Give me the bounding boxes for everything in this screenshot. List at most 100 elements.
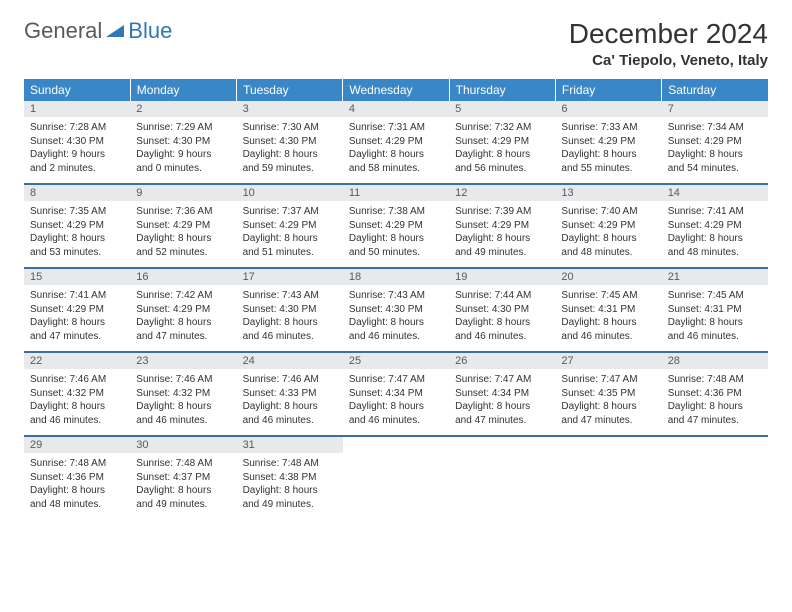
sunrise-text: Sunrise: 7:48 AM (30, 457, 124, 471)
day-body: Sunrise: 7:48 AMSunset: 4:36 PMDaylight:… (662, 369, 768, 435)
sunset-text: Sunset: 4:31 PM (561, 303, 655, 317)
day-cell: 13Sunrise: 7:40 AMSunset: 4:29 PMDayligh… (555, 184, 661, 268)
day-cell: 26Sunrise: 7:47 AMSunset: 4:34 PMDayligh… (449, 352, 555, 436)
sunset-text: Sunset: 4:30 PM (136, 135, 230, 149)
daylight-text: Daylight: 8 hours and 48 minutes. (668, 232, 762, 259)
day-body: Sunrise: 7:40 AMSunset: 4:29 PMDaylight:… (555, 201, 661, 267)
daylight-text: Daylight: 8 hours and 50 minutes. (349, 232, 443, 259)
daylight-text: Daylight: 8 hours and 59 minutes. (243, 148, 337, 175)
day-number: 14 (662, 185, 768, 201)
day-number: 11 (343, 185, 449, 201)
sunrise-text: Sunrise: 7:48 AM (243, 457, 337, 471)
location: Ca' Tiepolo, Veneto, Italy (569, 52, 768, 69)
day-number: 31 (237, 437, 343, 453)
day-body: Sunrise: 7:47 AMSunset: 4:34 PMDaylight:… (449, 369, 555, 435)
daylight-text: Daylight: 8 hours and 46 minutes. (349, 400, 443, 427)
day-body: Sunrise: 7:41 AMSunset: 4:29 PMDaylight:… (662, 201, 768, 267)
title-block: December 2024 Ca' Tiepolo, Veneto, Italy (569, 18, 768, 69)
day-number: 7 (662, 101, 768, 117)
day-body: Sunrise: 7:48 AMSunset: 4:38 PMDaylight:… (237, 453, 343, 519)
week-row: 22Sunrise: 7:46 AMSunset: 4:32 PMDayligh… (24, 352, 768, 436)
day-number: 13 (555, 185, 661, 201)
sunset-text: Sunset: 4:29 PM (668, 219, 762, 233)
sunrise-text: Sunrise: 7:32 AM (455, 121, 549, 135)
day-cell: 21Sunrise: 7:45 AMSunset: 4:31 PMDayligh… (662, 268, 768, 352)
daylight-text: Daylight: 8 hours and 46 minutes. (243, 316, 337, 343)
daylight-text: Daylight: 8 hours and 47 minutes. (561, 400, 655, 427)
sunrise-text: Sunrise: 7:40 AM (561, 205, 655, 219)
day-body: Sunrise: 7:34 AMSunset: 4:29 PMDaylight:… (662, 117, 768, 183)
sunrise-text: Sunrise: 7:33 AM (561, 121, 655, 135)
sunset-text: Sunset: 4:37 PM (136, 471, 230, 485)
sunrise-text: Sunrise: 7:35 AM (30, 205, 124, 219)
day-cell: 12Sunrise: 7:39 AMSunset: 4:29 PMDayligh… (449, 184, 555, 268)
day-body: Sunrise: 7:32 AMSunset: 4:29 PMDaylight:… (449, 117, 555, 183)
day-number: 9 (130, 185, 236, 201)
sunset-text: Sunset: 4:29 PM (668, 135, 762, 149)
day-cell: 1Sunrise: 7:28 AMSunset: 4:30 PMDaylight… (24, 101, 130, 184)
day-cell: 8Sunrise: 7:35 AMSunset: 4:29 PMDaylight… (24, 184, 130, 268)
daylight-text: Daylight: 8 hours and 47 minutes. (136, 316, 230, 343)
day-cell: 31Sunrise: 7:48 AMSunset: 4:38 PMDayligh… (237, 436, 343, 519)
calendar-table: Sunday Monday Tuesday Wednesday Thursday… (24, 79, 768, 519)
daylight-text: Daylight: 8 hours and 46 minutes. (136, 400, 230, 427)
daylight-text: Daylight: 8 hours and 51 minutes. (243, 232, 337, 259)
sunrise-text: Sunrise: 7:47 AM (561, 373, 655, 387)
day-body: Sunrise: 7:45 AMSunset: 4:31 PMDaylight:… (555, 285, 661, 351)
sunset-text: Sunset: 4:32 PM (30, 387, 124, 401)
day-body: Sunrise: 7:48 AMSunset: 4:37 PMDaylight:… (130, 453, 236, 519)
sunrise-text: Sunrise: 7:46 AM (30, 373, 124, 387)
sunset-text: Sunset: 4:34 PM (455, 387, 549, 401)
logo-text-1: General (24, 18, 102, 44)
logo-text-2: Blue (128, 18, 172, 44)
daylight-text: Daylight: 8 hours and 49 minutes. (136, 484, 230, 511)
logo-triangle-icon (106, 23, 124, 39)
day-cell: 15Sunrise: 7:41 AMSunset: 4:29 PMDayligh… (24, 268, 130, 352)
sunset-text: Sunset: 4:32 PM (136, 387, 230, 401)
weekday-header: Saturday (662, 79, 768, 101)
sunset-text: Sunset: 4:29 PM (30, 219, 124, 233)
daylight-text: Daylight: 8 hours and 48 minutes. (30, 484, 124, 511)
sunset-text: Sunset: 4:29 PM (136, 303, 230, 317)
day-number: 26 (449, 353, 555, 369)
day-cell: 24Sunrise: 7:46 AMSunset: 4:33 PMDayligh… (237, 352, 343, 436)
sunrise-text: Sunrise: 7:48 AM (136, 457, 230, 471)
day-number: 27 (555, 353, 661, 369)
day-body: Sunrise: 7:45 AMSunset: 4:31 PMDaylight:… (662, 285, 768, 351)
sunset-text: Sunset: 4:29 PM (136, 219, 230, 233)
day-body: Sunrise: 7:47 AMSunset: 4:34 PMDaylight:… (343, 369, 449, 435)
day-cell: 9Sunrise: 7:36 AMSunset: 4:29 PMDaylight… (130, 184, 236, 268)
daylight-text: Daylight: 8 hours and 46 minutes. (561, 316, 655, 343)
day-number: 23 (130, 353, 236, 369)
day-cell: 17Sunrise: 7:43 AMSunset: 4:30 PMDayligh… (237, 268, 343, 352)
day-body: Sunrise: 7:38 AMSunset: 4:29 PMDaylight:… (343, 201, 449, 267)
sunrise-text: Sunrise: 7:46 AM (243, 373, 337, 387)
day-number: 1 (24, 101, 130, 117)
day-cell (343, 436, 449, 519)
day-body: Sunrise: 7:39 AMSunset: 4:29 PMDaylight:… (449, 201, 555, 267)
sunset-text: Sunset: 4:36 PM (30, 471, 124, 485)
day-body: Sunrise: 7:28 AMSunset: 4:30 PMDaylight:… (24, 117, 130, 183)
day-number: 29 (24, 437, 130, 453)
sunset-text: Sunset: 4:38 PM (243, 471, 337, 485)
sunset-text: Sunset: 4:36 PM (668, 387, 762, 401)
day-body: Sunrise: 7:30 AMSunset: 4:30 PMDaylight:… (237, 117, 343, 183)
day-cell: 16Sunrise: 7:42 AMSunset: 4:29 PMDayligh… (130, 268, 236, 352)
daylight-text: Daylight: 8 hours and 49 minutes. (455, 232, 549, 259)
day-body: Sunrise: 7:43 AMSunset: 4:30 PMDaylight:… (343, 285, 449, 351)
day-cell: 19Sunrise: 7:44 AMSunset: 4:30 PMDayligh… (449, 268, 555, 352)
sunset-text: Sunset: 4:30 PM (243, 303, 337, 317)
sunset-text: Sunset: 4:30 PM (455, 303, 549, 317)
daylight-text: Daylight: 8 hours and 47 minutes. (455, 400, 549, 427)
sunset-text: Sunset: 4:29 PM (243, 219, 337, 233)
day-number: 4 (343, 101, 449, 117)
weekday-header: Thursday (449, 79, 555, 101)
day-number: 5 (449, 101, 555, 117)
sunset-text: Sunset: 4:33 PM (243, 387, 337, 401)
day-body: Sunrise: 7:31 AMSunset: 4:29 PMDaylight:… (343, 117, 449, 183)
day-number: 8 (24, 185, 130, 201)
sunrise-text: Sunrise: 7:44 AM (455, 289, 549, 303)
sunrise-text: Sunrise: 7:31 AM (349, 121, 443, 135)
day-number: 21 (662, 269, 768, 285)
daylight-text: Daylight: 8 hours and 46 minutes. (243, 400, 337, 427)
